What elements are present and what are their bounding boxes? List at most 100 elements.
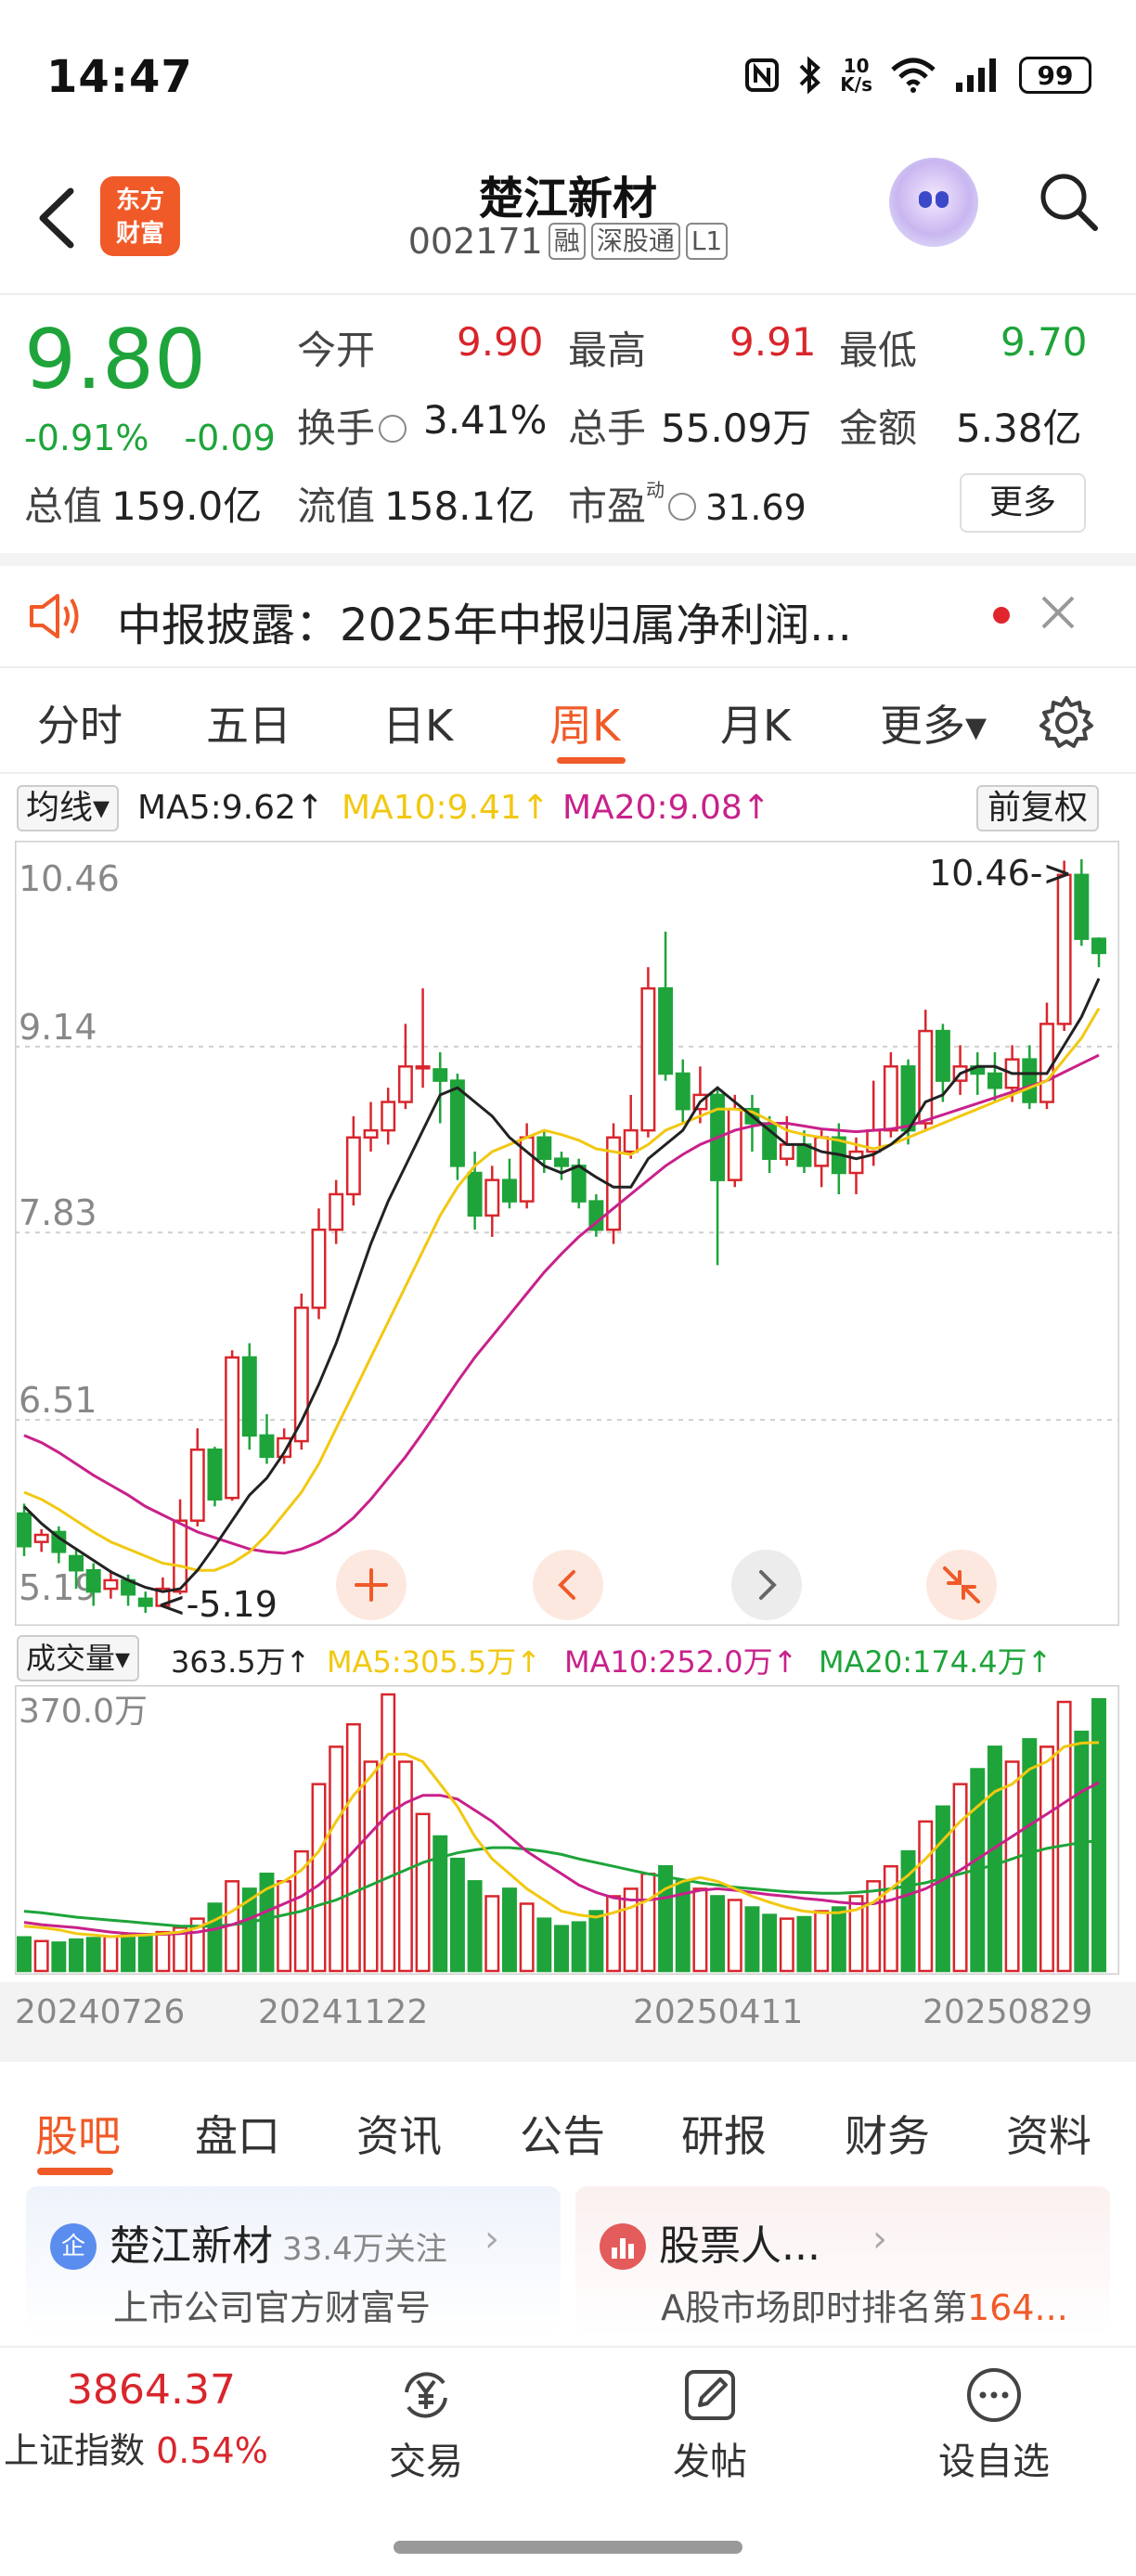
stat-volume: 总手 [568, 406, 647, 451]
candle-body [397, 1065, 413, 1103]
volume-ma10-line [23, 1781, 1100, 1936]
adjust-button[interactable]: 前复权 [976, 785, 1100, 831]
scroll-left-button[interactable] [533, 1550, 603, 1620]
tab-research[interactable]: 研报 [681, 2111, 767, 2161]
volume-legend: 成交量▾ 363.5万↑ MA5:305.5万↑ MA10:252.0万↑ MA… [0, 1629, 1136, 1683]
volume-bar [241, 1887, 257, 1973]
volume-bar [259, 1873, 275, 1973]
candle-body [155, 1587, 171, 1607]
volume-indicator-select[interactable]: 成交量▾ [17, 1635, 140, 1681]
tab-more[interactable]: 更多▾ [880, 701, 988, 751]
volume-bar [710, 1895, 726, 1973]
follow-count: 33.4万关注 [282, 2231, 447, 2268]
home-indicator[interactable] [394, 2541, 742, 2554]
stat-open-value: 9.90 [457, 319, 544, 365]
scroll-right-button[interactable] [731, 1550, 802, 1620]
add-watchlist-button[interactable]: 设自选 [915, 2364, 1073, 2485]
card-title: 股票人... [659, 2222, 820, 2270]
tab-weekly-k[interactable]: 周K [549, 701, 621, 751]
candle-body [277, 1436, 292, 1459]
tab-forum[interactable]: 股吧 [35, 2111, 121, 2161]
collapse-button[interactable] [926, 1550, 997, 1620]
stat-mcap-value: 159.0亿 [111, 483, 263, 529]
candle-body [17, 1512, 32, 1548]
volume-bar [1056, 1700, 1072, 1973]
battery-icon: 99 [1019, 57, 1091, 94]
max-price-label: 10.46-> [929, 853, 1072, 894]
candle-body [536, 1136, 552, 1160]
tab-finance[interactable]: 财务 [845, 2111, 930, 2161]
candle-body [658, 986, 674, 1075]
tab-daily-k[interactable]: 日K [382, 701, 454, 751]
post-button[interactable]: 发帖 [631, 2364, 789, 2485]
stat-float-value: 158.1亿 [384, 483, 536, 529]
ma20-legend: MA20:9.08↑ [562, 789, 770, 827]
tab-profile[interactable]: 资料 [1006, 2111, 1091, 2161]
candle-body [1091, 937, 1106, 955]
ma5-legend: MA5:9.62↑ [137, 789, 325, 827]
stat-high-value: 9.91 [729, 319, 817, 365]
volume-bar [866, 1880, 882, 1973]
ma-indicator-select[interactable]: 均线▾ [17, 785, 120, 831]
status-bar: 14:47 10 K/s 99 [0, 0, 1136, 158]
volume-bar [883, 1864, 898, 1973]
search-icon[interactable] [1038, 171, 1099, 232]
stat-high: 最高 [568, 328, 647, 373]
back-icon[interactable] [33, 186, 80, 251]
candle-body [189, 1448, 205, 1522]
ranking-card[interactable]: 股票人... › A股市场即时排名第164... [575, 2186, 1110, 2337]
volume-bar [173, 1926, 188, 1973]
index-value[interactable]: 3864.37 [67, 2366, 236, 2414]
stat-amount-value: 5.38亿 [956, 406, 1082, 451]
tab-orderbook[interactable]: 盘口 [195, 2111, 280, 2161]
trade-button[interactable]: 交易 [347, 2364, 505, 2485]
volume-bar [397, 1760, 413, 1973]
candlestick-chart[interactable]: 10.46 9.14 7.83 6.51 5.19 10.46-> <-5.19 [15, 841, 1119, 1626]
volume-bar [536, 1917, 552, 1973]
tab-monthly-k[interactable]: 月K [720, 701, 792, 751]
volume-bar [449, 1857, 465, 1973]
speaker-icon [30, 594, 79, 638]
tab-five-day[interactable]: 五日 [206, 701, 291, 751]
volume-bar [137, 1934, 153, 1973]
volume-bar [588, 1910, 604, 1973]
tab-intraday[interactable]: 分时 [37, 701, 123, 751]
quote-panel: 9.80 -0.91% -0.09 今开 9.90 最高 9.91 最低 9.7… [0, 297, 1136, 547]
tab-news[interactable]: 资讯 [356, 2111, 442, 2161]
status-icons: 10 K/s 99 [743, 56, 1091, 95]
zoom-in-button[interactable] [336, 1550, 407, 1620]
volume-chart[interactable]: 370.0万 [15, 1685, 1119, 1975]
section-gap [0, 553, 1136, 566]
volume-ma10-legend: MA10:252.0万↑ [564, 1644, 798, 1680]
candle-body [69, 1554, 84, 1572]
stock-code: 002171 [407, 221, 543, 262]
candle-body [415, 1065, 431, 1070]
volume-bar [692, 1887, 708, 1973]
company-account-card[interactable]: 企 楚江新材 33.4万关注 › 上市公司官方财富号 [26, 2186, 561, 2337]
notice-banner[interactable]: 中报披露：2025年中报归属净利润... [0, 564, 1136, 666]
y-tick-label: 10.46 [19, 858, 120, 899]
close-icon[interactable] [1038, 592, 1078, 633]
assistant-avatar[interactable] [889, 158, 978, 247]
candle-body [1022, 1058, 1038, 1103]
volume-bar [554, 1925, 569, 1973]
tab-announcements[interactable]: 公告 [520, 2111, 605, 2161]
candle-body [329, 1192, 344, 1231]
net-speed: 10 K/s [840, 55, 872, 96]
stat-pe-value: 31.69 [705, 487, 807, 528]
volume-bar [329, 1745, 344, 1973]
tag-connect: 深股通 [590, 223, 680, 260]
volume-bar [345, 1722, 361, 1973]
ma5-line [22, 977, 1101, 1593]
gear-icon[interactable] [1038, 694, 1095, 752]
index-name[interactable]: 上证指数 0.54% [4, 2430, 268, 2471]
info-icon[interactable] [379, 414, 407, 443]
candle-body [727, 1107, 742, 1181]
info-icon[interactable] [668, 492, 697, 521]
volume-bar [831, 1906, 846, 1973]
y-tick-label: 7.83 [19, 1192, 97, 1233]
date-label: 20250829 [923, 1993, 1093, 2031]
stat-pe: 市盈动 31.69 [568, 479, 807, 529]
eastmoney-logo: 东方 财富 [100, 176, 180, 256]
more-button[interactable]: 更多 [960, 473, 1086, 533]
